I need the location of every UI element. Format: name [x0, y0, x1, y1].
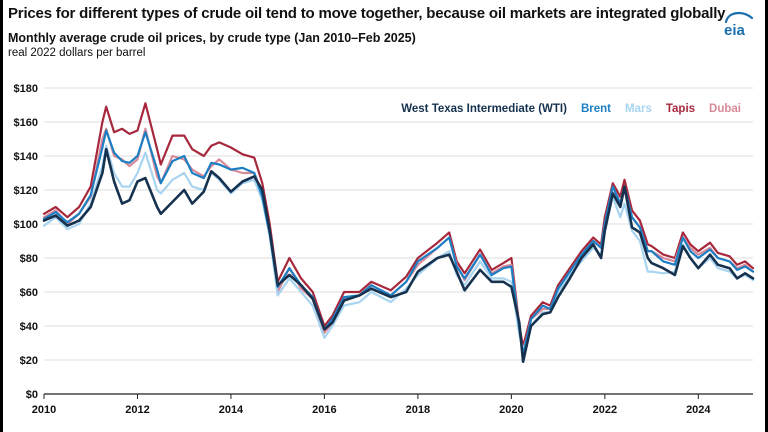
chart-title: Prices for different types of crude oil …	[8, 5, 726, 22]
y-tick-label: $100	[14, 219, 38, 231]
chart-subtitle: Monthly average crude oil prices, by cru…	[8, 31, 416, 45]
x-tick-label: 2014	[219, 404, 244, 416]
legend-item-wti: West Texas Intermediate (WTI)	[401, 103, 567, 115]
x-tick-label: 2010	[32, 404, 56, 416]
eia-logo-text: eia	[724, 22, 746, 38]
y-tick-label: $180	[14, 83, 38, 95]
series-line-wti	[42, 147, 755, 363]
x-tick-label: 2016	[312, 404, 336, 416]
y-tick-label: $20	[20, 355, 38, 367]
y-axis-units: real 2022 dollars per barrel	[8, 47, 146, 59]
y-tick-label: $60	[20, 287, 38, 299]
x-tick-label: 2018	[406, 404, 430, 416]
y-tick-label: $120	[14, 185, 38, 197]
y-tick-label: $0	[26, 389, 38, 401]
legend-item-dubai: Dubai	[709, 103, 741, 115]
y-tick-label: $80	[20, 253, 38, 265]
axis-layer: $0 $20 $40 $60 $80 $100 $120 $140 $160 $180 2010 20…	[14, 83, 753, 416]
legend-item-mars: Mars	[625, 103, 652, 115]
legend: Dubai Tapis Mars Brent West Texas Intermedia…	[401, 103, 741, 115]
legend-item-tapis: Tapis	[666, 103, 695, 115]
y-tick-label: $160	[14, 117, 38, 129]
series-line-tapis	[42, 102, 755, 348]
x-tick-label: 2020	[499, 404, 523, 416]
series-line-brent	[42, 129, 755, 356]
grid-layer	[44, 87, 753, 361]
x-tick-label: 2022	[593, 404, 617, 416]
series-line-mars	[42, 144, 755, 351]
eia-logo-icon: eia	[724, 12, 754, 38]
legend-item-brent: Brent	[581, 103, 611, 115]
x-tick-label: 2012	[125, 404, 149, 416]
x-tick-label: 2024	[686, 404, 711, 416]
y-tick-label: $40	[20, 321, 38, 333]
y-tick-label: $140	[14, 151, 38, 163]
series-layer	[42, 102, 755, 363]
